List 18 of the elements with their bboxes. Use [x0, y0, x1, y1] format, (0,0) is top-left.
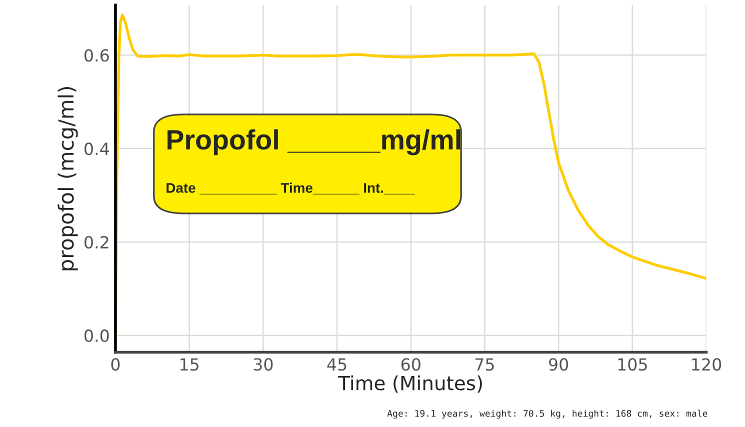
y-tick-label: 0.2	[84, 236, 108, 249]
x-tick-label: 105	[618, 358, 647, 371]
annotation: Propofol ______mg/ml	[168, 129, 460, 156]
y-axis-title: propofol (mcg/ml)	[58, 87, 78, 270]
x-tick-label: 0	[111, 358, 120, 371]
y-tick-label: 0.6	[84, 49, 109, 62]
text: Age: 19.1 years, weight: 70.5 kg, height: 168 cm, sex: male	[387, 410, 708, 419]
x-tick-label: 60	[401, 358, 420, 371]
annotation: Date __________ Time______ Int.____	[166, 182, 415, 194]
x-tick-label: 45	[327, 358, 346, 371]
x-tick-label: 30	[254, 358, 273, 371]
y-tick-label: 0.4	[84, 142, 109, 156]
y-tick-label: 0.0	[84, 329, 109, 342]
x-tick-label: 120	[692, 358, 722, 371]
x-tick-label: 90	[549, 358, 568, 371]
x-axis-title: Time (Minutes)	[338, 375, 482, 393]
x-tick-label: 75	[475, 358, 494, 371]
x-tick-label: 15	[180, 358, 198, 371]
